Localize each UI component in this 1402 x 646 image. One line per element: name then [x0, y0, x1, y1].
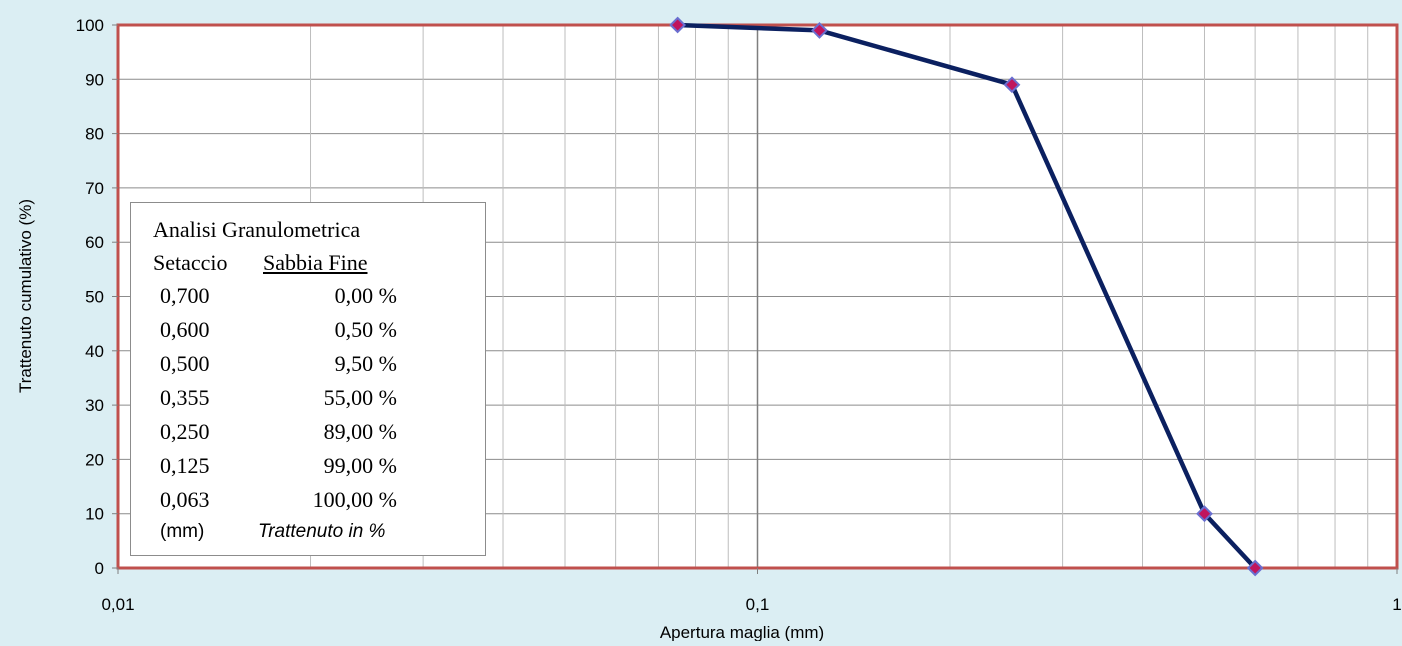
legend-sieve-size: 0,063 — [160, 487, 210, 512]
data-point-marker — [1246, 559, 1264, 577]
data-point-marker — [1196, 505, 1213, 523]
legend-sieve-size: 0,355 — [160, 385, 210, 410]
x-tick-label: 0,1 — [746, 595, 770, 614]
legend-retained-pct: 0,50 % — [334, 317, 397, 342]
x-tick-label: 1 — [1392, 595, 1401, 614]
y-axis-title: Trattenuto cumulativo (%) — [16, 199, 35, 393]
x-tick-label: 0,01 — [101, 595, 134, 614]
data-series — [669, 16, 1264, 577]
y-tick-label: 10 — [85, 505, 104, 524]
legend-retained-pct: 9,50 % — [334, 351, 397, 376]
legend-table-row: 0,063 100,00 % — [131, 487, 487, 519]
y-tick-label: 80 — [85, 125, 104, 144]
x-axis-title: Apertura maglia (mm) — [660, 623, 824, 641]
legend-table-row: 0,125 99,00 % — [131, 453, 487, 485]
y-tick-label: 50 — [85, 288, 104, 307]
legend-note: Trattenuto in % — [258, 521, 386, 542]
data-point-marker — [669, 16, 687, 34]
legend-unit-label: (mm) — [160, 521, 205, 542]
legend-retained-pct: 89,00 % — [323, 419, 397, 444]
legend-retained-pct: 55,00 % — [323, 385, 397, 410]
data-point-marker — [811, 22, 828, 39]
legend-retained-pct: 99,00 % — [323, 453, 397, 478]
data-point-marker — [1003, 76, 1021, 94]
legend-sieve-size: 0,700 — [160, 283, 210, 308]
tick-labels: 0 10 20 30 40 50 60 70 80 90 100 0,01 0,1 1 — [76, 16, 1402, 614]
legend-sieve-size: 0,600 — [160, 317, 210, 342]
y-tick-label: 100 — [76, 16, 104, 35]
legend-sieve-size: 0,250 — [160, 419, 210, 444]
legend-header-sieve: Setaccio — [153, 250, 228, 275]
legend-table-row: 0,500 9,50 % — [131, 351, 487, 383]
legend-table: Analisi Granulometrica Setaccio Sabbia F… — [130, 202, 486, 556]
legend-table-row: 0,250 89,00 % — [131, 419, 487, 451]
y-tick-label: 90 — [85, 70, 104, 89]
y-tick-label: 0 — [95, 559, 104, 578]
legend-header-sample: Sabbia Fine — [263, 250, 368, 275]
legend-title: Analisi Granulometrica — [153, 217, 361, 242]
y-tick-label: 60 — [85, 233, 104, 252]
legend-sieve-size: 0,500 — [160, 351, 210, 376]
legend-sieve-size: 0,125 — [160, 453, 210, 478]
legend-retained-pct: 100,00 % — [312, 487, 397, 512]
legend-table-row: 0,600 0,50 % — [131, 317, 487, 349]
y-tick-label: 40 — [85, 342, 104, 361]
legend-table-row: 0,700 0,00 % — [131, 283, 487, 315]
y-tick-label: 30 — [85, 396, 104, 415]
legend-table-row: 0,355 55,00 % — [131, 385, 487, 417]
y-tick-label: 20 — [85, 450, 104, 469]
legend-retained-pct: 0,00 % — [334, 283, 397, 308]
y-tick-label: 70 — [85, 179, 104, 198]
